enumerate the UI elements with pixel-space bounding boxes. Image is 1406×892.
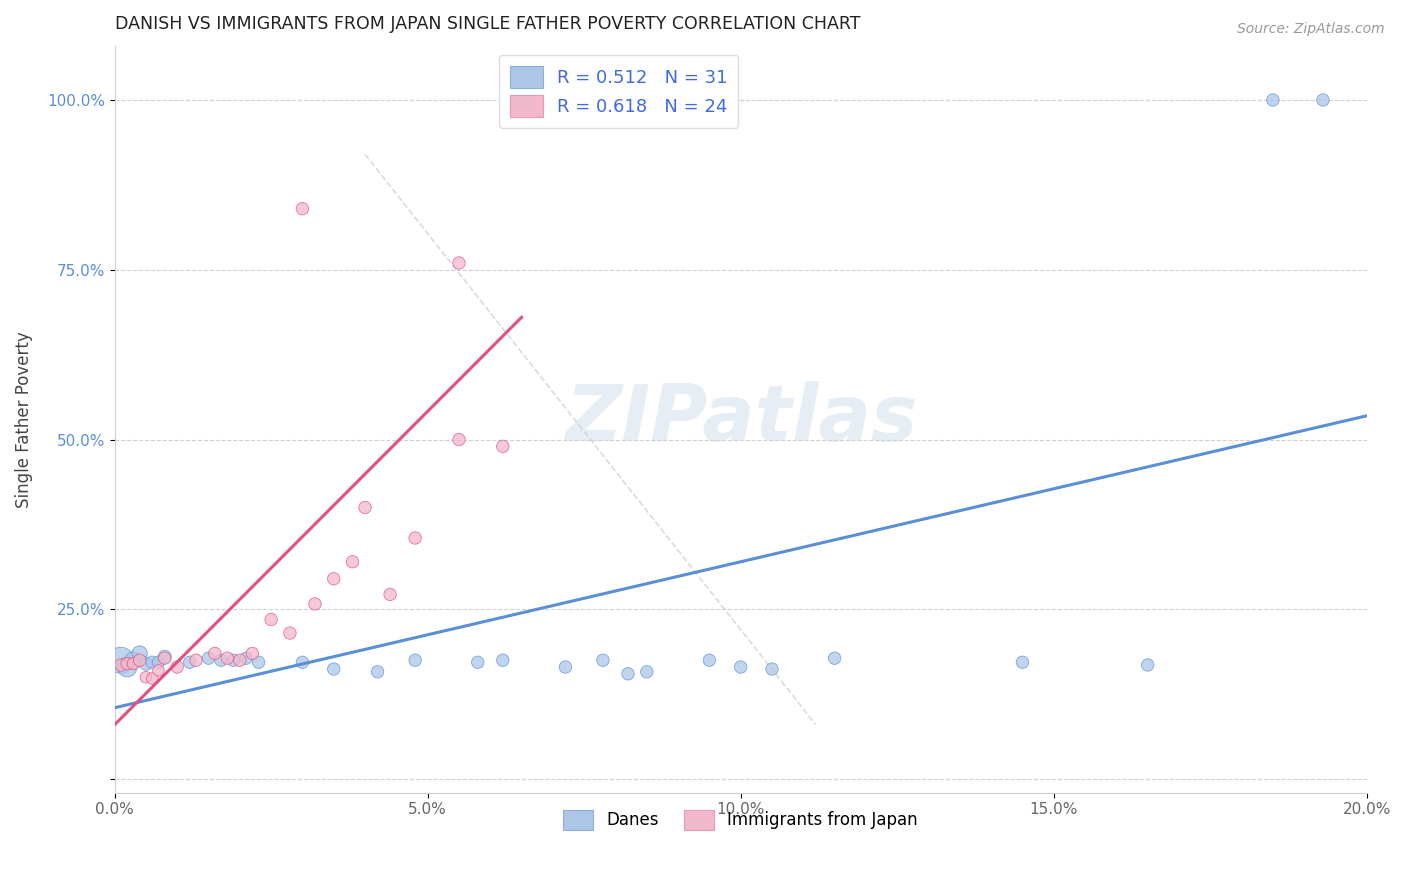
- Point: [247, 655, 270, 669]
- Point: [1312, 93, 1334, 107]
- Point: [209, 653, 232, 667]
- Point: [135, 657, 157, 671]
- Point: [492, 439, 515, 453]
- Point: [110, 653, 132, 667]
- Point: [1136, 658, 1159, 673]
- Point: [322, 572, 344, 586]
- Point: [404, 531, 426, 545]
- Point: [110, 658, 132, 673]
- Point: [148, 664, 170, 678]
- Point: [229, 653, 252, 667]
- Point: [322, 662, 344, 676]
- Point: [278, 626, 301, 640]
- Point: [141, 672, 163, 686]
- Point: [367, 665, 389, 679]
- Point: [404, 653, 426, 667]
- Point: [179, 655, 201, 669]
- Point: [235, 651, 257, 665]
- Point: [166, 660, 188, 674]
- Point: [824, 651, 846, 665]
- Point: [636, 665, 658, 679]
- Point: [204, 647, 226, 661]
- Point: [153, 649, 176, 664]
- Point: [153, 651, 176, 665]
- Point: [148, 655, 170, 669]
- Point: [122, 653, 145, 667]
- Point: [554, 660, 576, 674]
- Point: [128, 647, 150, 661]
- Point: [122, 657, 145, 671]
- Point: [592, 653, 614, 667]
- Point: [1011, 655, 1033, 669]
- Point: [184, 653, 207, 667]
- Point: [141, 655, 163, 669]
- Point: [240, 647, 263, 661]
- Point: [492, 653, 515, 667]
- Point: [304, 597, 326, 611]
- Point: [761, 662, 783, 676]
- Legend: Danes, Immigrants from Japan: Danes, Immigrants from Japan: [557, 803, 925, 837]
- Point: [447, 433, 470, 447]
- Point: [467, 655, 489, 669]
- Point: [354, 500, 377, 515]
- Point: [378, 587, 401, 601]
- Point: [1261, 93, 1284, 107]
- Point: [617, 666, 640, 681]
- Point: [260, 612, 283, 626]
- Text: Source: ZipAtlas.com: Source: ZipAtlas.com: [1237, 22, 1385, 37]
- Point: [217, 651, 239, 665]
- Point: [115, 657, 138, 671]
- Text: ZIPatlas: ZIPatlas: [565, 381, 917, 458]
- Point: [342, 555, 364, 569]
- Point: [699, 653, 721, 667]
- Point: [115, 660, 138, 674]
- Point: [447, 256, 470, 270]
- Point: [197, 651, 219, 665]
- Point: [222, 653, 245, 667]
- Point: [730, 660, 752, 674]
- Point: [291, 655, 314, 669]
- Point: [291, 202, 314, 216]
- Y-axis label: Single Father Poverty: Single Father Poverty: [15, 331, 32, 508]
- Point: [135, 670, 157, 684]
- Point: [128, 653, 150, 667]
- Text: DANISH VS IMMIGRANTS FROM JAPAN SINGLE FATHER POVERTY CORRELATION CHART: DANISH VS IMMIGRANTS FROM JAPAN SINGLE F…: [115, 15, 860, 33]
